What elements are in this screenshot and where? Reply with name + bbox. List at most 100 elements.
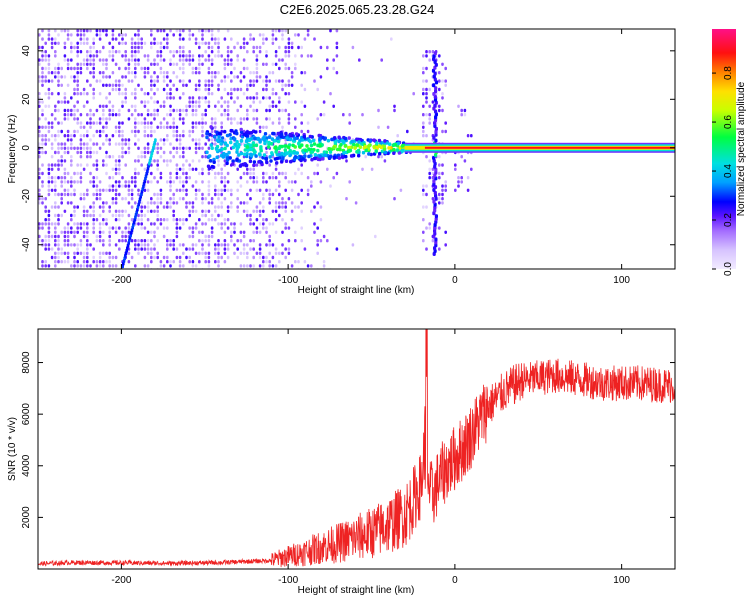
heat-cell	[284, 66, 287, 71]
heat-cell	[265, 171, 268, 176]
heat-cell	[239, 104, 243, 108]
heat-cell	[79, 176, 83, 180]
heat-cell	[166, 113, 169, 117]
heat-cell	[89, 125, 92, 129]
heat-cell	[143, 129, 147, 134]
heat-cell	[162, 75, 166, 79]
heat-cell	[89, 83, 92, 87]
heat-cell	[92, 92, 95, 96]
heat-cell	[118, 171, 121, 176]
heat-cell	[210, 121, 214, 125]
heat-cell	[92, 247, 95, 251]
heat-cell	[422, 92, 425, 96]
heat-cell	[150, 180, 153, 184]
heat-cell	[271, 255, 275, 260]
heat-cell	[57, 218, 60, 222]
heat-cell	[130, 218, 134, 222]
snr-line	[38, 329, 675, 568]
heat-cell	[137, 41, 140, 45]
heat-cell	[86, 192, 89, 197]
heat-cell	[198, 171, 201, 176]
heat-cell	[124, 230, 127, 234]
heat-cell	[347, 145, 351, 150]
heat-cell	[178, 142, 182, 146]
heat-cell	[44, 41, 47, 45]
heat-cell	[335, 247, 339, 251]
heat-cell	[124, 41, 127, 45]
heat-cell	[194, 167, 198, 171]
heat-cell	[428, 226, 431, 230]
heat-cell	[206, 164, 211, 169]
heat-cell	[242, 41, 246, 45]
heat-cell	[38, 197, 41, 201]
heat-cell	[146, 150, 150, 155]
heat-cell	[271, 222, 275, 226]
heat-cell	[210, 71, 214, 75]
heat-cell	[428, 104, 431, 108]
heat-cell	[259, 148, 263, 153]
heat-cell	[226, 58, 230, 62]
heat-cell	[162, 117, 166, 121]
heat-cell	[226, 255, 230, 260]
heat-cell	[153, 92, 156, 96]
heat-cell	[210, 230, 214, 234]
heat-cell	[348, 180, 351, 184]
heat-cell	[252, 83, 255, 87]
heat-cell	[204, 251, 207, 255]
heat-cell	[182, 218, 185, 222]
heat-cell	[47, 29, 51, 33]
heat-cell	[105, 171, 108, 176]
heat-cell	[172, 108, 175, 113]
heat-cell	[95, 121, 99, 125]
heat-cell	[290, 218, 294, 222]
heat-cell	[86, 243, 89, 247]
heat-cell	[44, 218, 47, 222]
heat-cell	[105, 29, 108, 33]
heat-cell	[210, 37, 214, 41]
heat-cell	[102, 201, 105, 205]
heat-cell	[70, 33, 73, 37]
y-tick-label: 20	[21, 93, 32, 105]
heat-cell	[63, 159, 67, 163]
heat-cell	[276, 139, 281, 144]
heat-cell	[108, 113, 111, 117]
heat-cell	[92, 87, 95, 92]
heat-cell	[118, 83, 121, 87]
heat-cell	[137, 29, 140, 33]
heat-cell	[102, 209, 105, 213]
heat-cell	[201, 54, 204, 58]
heat-cell	[121, 33, 124, 37]
heat-cell	[111, 255, 115, 260]
heat-cell	[323, 153, 328, 157]
heat-cell	[98, 264, 102, 268]
heat-cell	[98, 226, 102, 230]
heat-cell	[255, 71, 259, 75]
heat-cell	[191, 234, 195, 239]
heat-cell	[44, 125, 47, 129]
heat-cell	[169, 188, 172, 192]
heat-cell	[137, 243, 140, 247]
heat-cell	[102, 58, 105, 62]
heat-cell	[178, 180, 182, 184]
heat-cell	[249, 83, 252, 87]
heat-cell	[246, 213, 249, 218]
heat-cell	[220, 222, 223, 226]
heat-cell	[73, 104, 76, 108]
heat-cell	[300, 100, 303, 104]
heat-cell	[114, 113, 118, 117]
heat-cell	[134, 121, 137, 125]
heat-cell	[159, 264, 163, 268]
heat-cell	[284, 54, 287, 58]
heat-cell	[137, 247, 140, 251]
heat-cell	[441, 171, 444, 176]
heat-cell	[92, 66, 95, 71]
heat-cell	[76, 41, 79, 45]
heat-cell	[262, 62, 265, 66]
heat-cell	[235, 140, 239, 144]
heat-cell	[82, 33, 86, 37]
heat-cell	[249, 167, 252, 171]
heat-cell	[98, 230, 102, 234]
heat-cell	[268, 163, 271, 167]
heat-cell	[319, 205, 323, 209]
heat-cell	[76, 87, 79, 92]
